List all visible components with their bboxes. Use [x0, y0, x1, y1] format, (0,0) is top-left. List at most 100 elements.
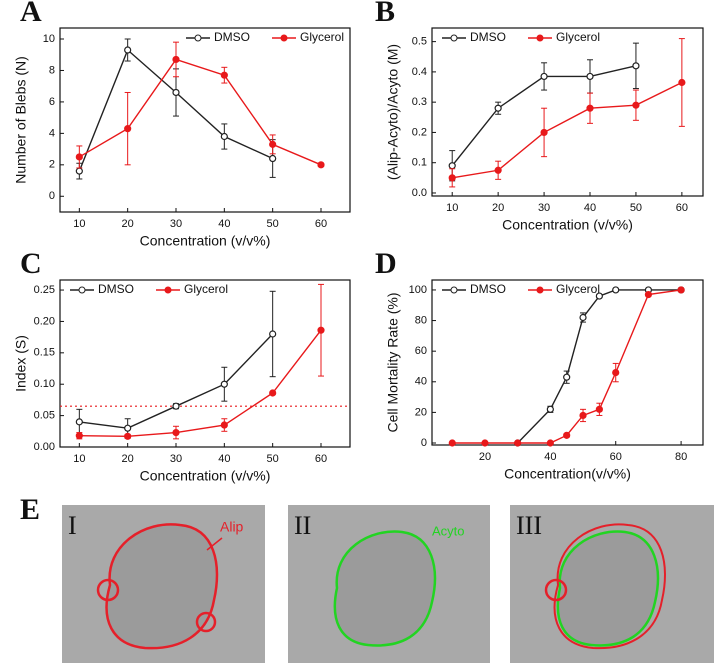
legend-label: Glycerol [184, 282, 228, 296]
marker [75, 167, 83, 175]
marker [579, 411, 587, 420]
legend-marker [450, 34, 458, 42]
y-tick-label: 2 [49, 159, 55, 171]
y-axis-label: (Alip-Acyto)/Acyto (M) [385, 44, 401, 180]
x-tick-label: 30 [538, 202, 550, 214]
legend-marker [164, 286, 172, 294]
x-tick-label: 10 [73, 453, 85, 465]
legend-label: Glycerol [556, 30, 600, 44]
panel-label: E [20, 493, 40, 526]
marker [269, 389, 277, 397]
x-axis-label: Concentration (v/v%) [140, 233, 271, 249]
cyto-outline [556, 530, 660, 647]
legend-label: Glycerol [300, 30, 344, 44]
x-tick-label: 20 [492, 202, 504, 214]
marker [269, 140, 277, 148]
panel-label: B [375, 0, 395, 28]
series-line [517, 289, 682, 444]
marker [220, 132, 228, 141]
x-tick-label: 40 [218, 453, 230, 465]
y-tick-label: 0.5 [412, 36, 427, 48]
marker [481, 439, 489, 447]
x-tick-label: 60 [676, 202, 688, 214]
legend-label: DMSO [98, 282, 134, 296]
y-tick-label: 8 [49, 64, 55, 76]
marker [632, 62, 640, 70]
y-tick-label: 40 [415, 376, 427, 388]
legend-label: DMSO [470, 30, 506, 44]
marker [494, 104, 502, 112]
cyto-outline [333, 530, 437, 647]
marker [75, 432, 83, 440]
marker [540, 128, 548, 137]
marker [172, 55, 180, 64]
marker [172, 88, 180, 97]
x-tick-label: 20 [479, 451, 491, 463]
y-tick-label: 0.20 [34, 315, 55, 327]
marker [220, 71, 228, 79]
y-tick-label: 0 [421, 437, 427, 449]
bleb [195, 611, 217, 633]
image-label: I [68, 511, 77, 540]
legend-marker [280, 34, 288, 42]
chart: D 0 20 40 60 80 100 20 40 60 80 Concentration(v/v%)… [375, 247, 704, 482]
x-tick-label: 40 [584, 202, 596, 214]
panel-e: E I Alip II Acyto III [20, 493, 714, 663]
plot-frame [59, 27, 351, 213]
y-tick-label: 0.25 [34, 284, 55, 296]
lip-outline [105, 523, 219, 650]
marker [540, 72, 548, 81]
plot-frame [431, 27, 704, 197]
panel-label: C [20, 247, 42, 280]
marker [644, 290, 653, 299]
y-tick-label: 0.10 [34, 378, 55, 390]
legend-marker [450, 286, 458, 294]
marker [448, 439, 456, 447]
marker [124, 424, 132, 432]
legend-marker [78, 286, 86, 294]
arrow [206, 537, 223, 551]
marker [75, 153, 83, 161]
plot-frame [431, 279, 704, 446]
x-tick-label: 50 [267, 453, 279, 465]
x-tick-label: 10 [446, 202, 458, 214]
marker [448, 162, 456, 170]
annotation: Alip [220, 519, 244, 535]
chart: B 0.0 0.1 0.2 0.3 0.4 0.5 10 20 30 40 50 60 Concentra… [375, 0, 704, 233]
image-label: II [294, 511, 311, 540]
image-3: III [510, 505, 714, 663]
series-line [79, 333, 274, 429]
y-tick-label: 4 [49, 127, 55, 139]
x-axis-label: Concentration (v/v%) [502, 217, 633, 233]
marker [595, 405, 603, 413]
legend-label: DMSO [470, 282, 506, 296]
marker [546, 405, 554, 413]
image-label: III [516, 511, 542, 540]
x-tick-label: 30 [170, 218, 182, 230]
marker [546, 439, 554, 447]
marker [269, 330, 277, 338]
marker [586, 104, 594, 112]
marker [595, 292, 603, 300]
x-axis-label: Concentration (v/v%) [140, 468, 271, 484]
y-tick-label: 0.05 [34, 410, 55, 422]
marker [317, 326, 325, 334]
marker [563, 373, 571, 381]
bleb [544, 578, 568, 602]
y-tick-label: 0.15 [34, 347, 55, 359]
annotation: Acyto [432, 523, 465, 538]
marker [514, 439, 522, 447]
y-tick-label: 0.00 [34, 441, 55, 453]
y-tick-label: 0.4 [412, 66, 427, 78]
x-tick-label: 60 [315, 218, 327, 230]
image-2: II Acyto [288, 505, 490, 663]
y-axis-label: Number of Blebs (N) [13, 56, 29, 184]
y-tick-label: 0 [49, 190, 55, 202]
legend-label: Glycerol [556, 282, 600, 296]
chart: A 0 2 4 6 8 10 10 20 30 40 50 60 Concentration (v/v%)… [13, 0, 351, 249]
marker [586, 72, 594, 81]
y-tick-label: 0.2 [412, 126, 427, 138]
legend-marker [194, 34, 202, 42]
y-axis-label: Cell Mortality Rate (%) [385, 292, 401, 432]
x-tick-label: 60 [610, 451, 622, 463]
